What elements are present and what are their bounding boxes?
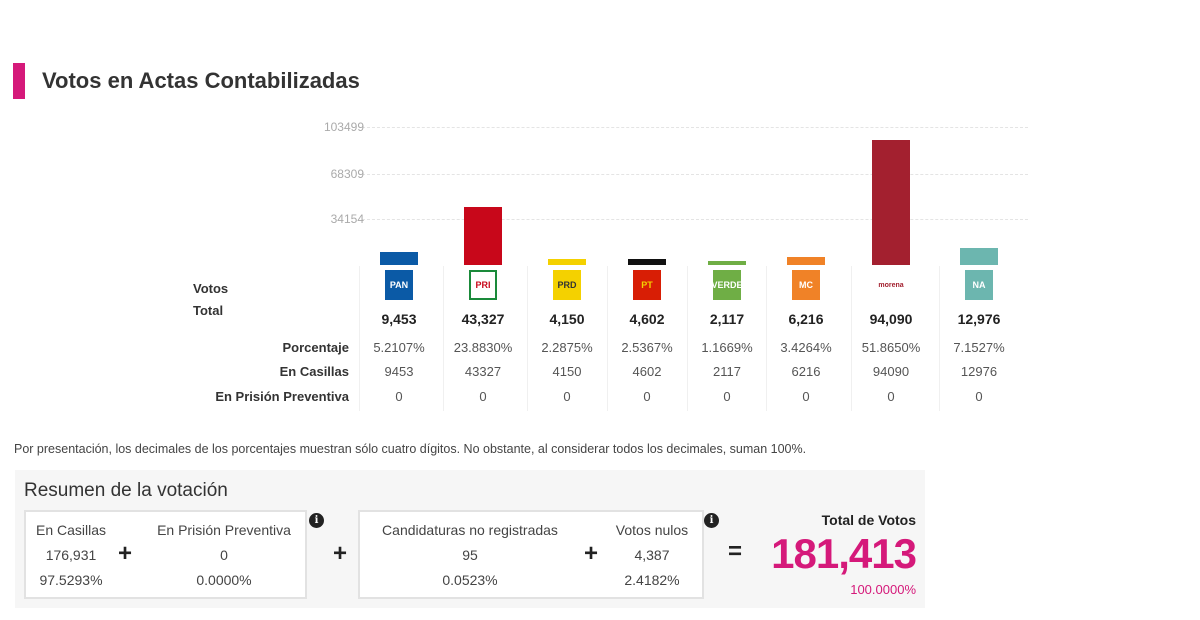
- y-tick-label: 34154: [330, 212, 364, 227]
- summary-title: Resumen de la votación: [24, 480, 228, 501]
- prision-label: En Prisión Preventiva: [157, 522, 291, 538]
- party-casillas: 4602: [632, 364, 662, 379]
- party-total: 4,602: [629, 311, 665, 327]
- party-prision: 0: [975, 389, 983, 404]
- label-votos: Votos: [193, 281, 229, 296]
- total-label: Total de Votos: [821, 512, 916, 528]
- nulos-value: 4,387: [634, 547, 670, 563]
- party-prision: 0: [887, 389, 895, 404]
- label-porcentaje: Porcentaje: [282, 340, 349, 355]
- info-icon[interactable]: i: [704, 513, 719, 528]
- party-prision: 0: [802, 389, 810, 404]
- no-registradas-label: Candidaturas no registradas: [382, 522, 558, 538]
- plus-sign: +: [333, 540, 348, 567]
- party-casillas: 12976: [960, 364, 998, 379]
- prision-value: 0: [220, 547, 228, 563]
- bar-prd: [548, 259, 586, 265]
- gridline: [362, 173, 1028, 175]
- plus-sign: +: [118, 540, 133, 567]
- party-column: [359, 266, 439, 411]
- party-column: [687, 266, 767, 411]
- equals-sign: =: [728, 538, 743, 565]
- party-column: [939, 266, 1019, 411]
- party-percentage: 1.1669%: [701, 340, 753, 355]
- pri-logo-icon: PRI: [469, 270, 497, 300]
- party-casillas: 9453: [384, 364, 414, 379]
- no-registradas-value: 95: [462, 547, 478, 563]
- bar-pvem: [708, 261, 746, 265]
- party-percentage: 7.1527%: [953, 340, 1005, 355]
- page-title: Votos en Actas Contabilizadas: [42, 68, 360, 93]
- party-casillas: 4150: [552, 364, 582, 379]
- bar-pan: [380, 252, 418, 265]
- party-prision: 0: [563, 389, 571, 404]
- casillas-label: En Casillas: [35, 522, 107, 538]
- pvem-logo-icon: VERDE: [712, 270, 743, 300]
- bar-nueva-alianza: [960, 247, 998, 265]
- party-column: [443, 266, 523, 411]
- party-prision: 0: [643, 389, 651, 404]
- party-total: 43,327: [461, 311, 505, 327]
- bar-morena: [872, 139, 910, 265]
- pt-logo-icon: PT: [633, 270, 661, 300]
- party-total: 12,976: [957, 311, 1001, 327]
- casillas-value: 176,931: [45, 547, 97, 563]
- party-casillas: 94090: [872, 364, 910, 379]
- y-tick-label: 68309: [330, 166, 364, 181]
- party-total: 2,117: [709, 311, 745, 327]
- party-percentage: 2.5367%: [621, 340, 673, 355]
- no-registradas-pct: 0.0523%: [442, 572, 498, 588]
- plus-sign: +: [584, 540, 599, 567]
- party-percentage: 23.8830%: [453, 340, 513, 355]
- party-percentage: 2.2875%: [541, 340, 593, 355]
- total-value: 181,413: [771, 530, 917, 577]
- bar-pri: [464, 207, 502, 265]
- label-en-casillas: En Casillas: [279, 364, 349, 379]
- party-total: 9,453: [381, 311, 417, 327]
- party-total: 6,216: [788, 311, 824, 327]
- party-casillas: 6216: [791, 364, 821, 379]
- party-percentage: 5.2107%: [373, 340, 425, 355]
- prision-pct: 0.0000%: [196, 572, 252, 588]
- pan-logo-icon: PAN: [385, 270, 413, 300]
- party-prision: 0: [395, 389, 403, 404]
- prd-logo-icon: PRD: [553, 270, 581, 300]
- casillas-box: [24, 510, 307, 599]
- label-en-prision: En Prisión Preventiva: [215, 389, 349, 404]
- y-tick-label: 103499: [323, 120, 364, 134]
- party-column: [607, 266, 687, 411]
- party-total: 94,090: [869, 311, 913, 327]
- morena-logo-icon: morena: [877, 270, 905, 300]
- gridline: [362, 127, 1028, 128]
- nulos-pct: 2.4182%: [624, 572, 680, 588]
- label-total: Total: [193, 303, 224, 318]
- party-column: [766, 266, 846, 411]
- bar-pt: [628, 258, 666, 265]
- nueva-alianza-logo-icon: NA: [965, 270, 993, 300]
- party-prision: 0: [479, 389, 487, 404]
- nulos-label: Votos nulos: [615, 522, 689, 538]
- casillas-pct: 97.5293%: [39, 572, 103, 588]
- party-column: [527, 266, 607, 411]
- party-percentage: 51.8650%: [861, 340, 921, 355]
- party-percentage: 3.4264%: [780, 340, 832, 355]
- info-icon[interactable]: i: [309, 513, 324, 528]
- party-casillas: 2117: [713, 364, 741, 379]
- mc-logo-icon: MC: [792, 270, 820, 300]
- gridline: [362, 219, 1028, 221]
- party-total: 4,150: [549, 311, 585, 327]
- party-casillas: 43327: [464, 364, 502, 379]
- percentage-note: Por presentación, los decimales de los p…: [14, 442, 807, 456]
- total-pct: 100.0000%: [850, 582, 916, 597]
- party-prision: 0: [723, 389, 731, 404]
- title-accent-bar: [13, 63, 25, 99]
- no-registradas-box: [358, 510, 704, 599]
- party-column: [851, 266, 931, 411]
- bar-mc: [787, 256, 825, 265]
